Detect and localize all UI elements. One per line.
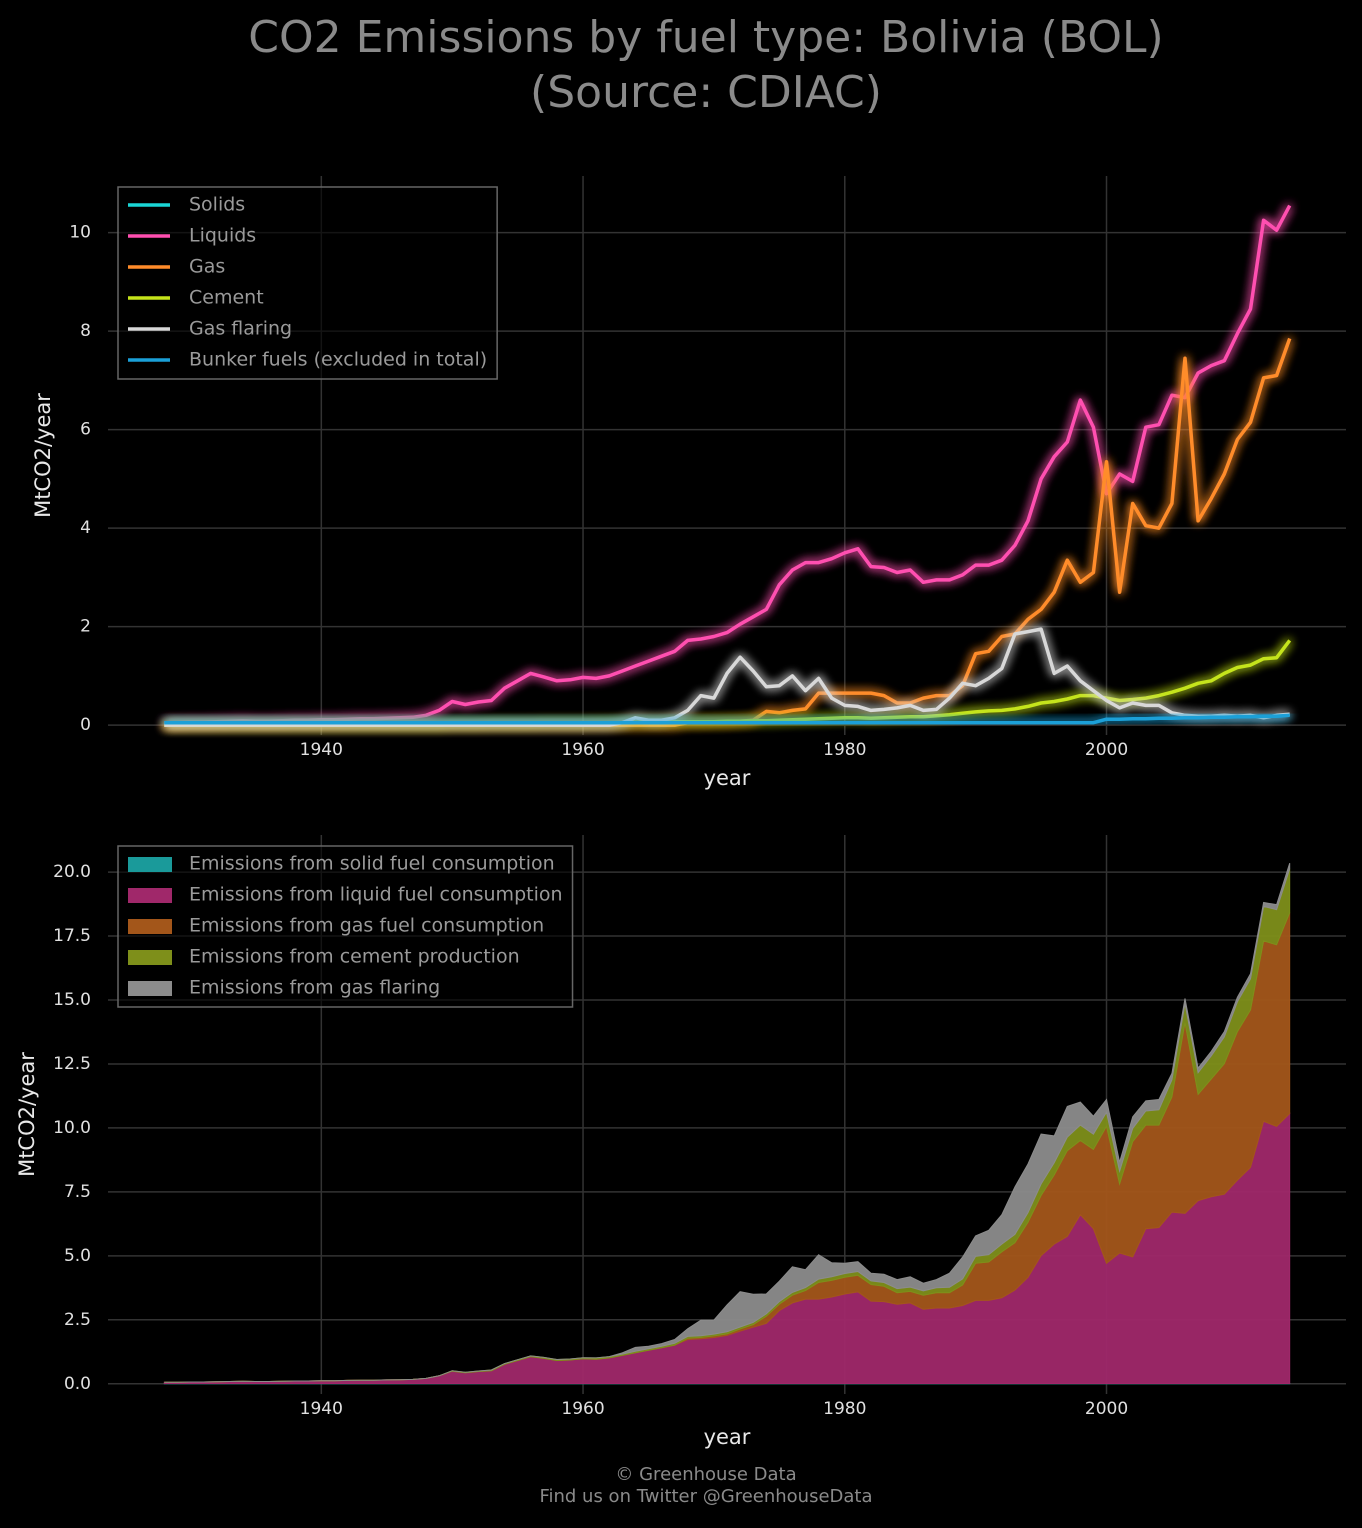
legend-swatch <box>128 981 172 996</box>
y-tick-label: 17.5 <box>53 926 91 946</box>
legend-label: Gas flaring <box>189 318 292 340</box>
legend-label: Gas <box>189 256 225 278</box>
y-tick-label: 0.0 <box>64 1374 91 1394</box>
x-tick-label: 1960 <box>561 740 604 760</box>
x-tick-label: 2000 <box>1085 740 1128 760</box>
x-tick-label: 1940 <box>300 1399 343 1419</box>
legend-label: Emissions from gas flaring <box>189 977 440 999</box>
footer-line: Find us on Twitter @GreenhouseData <box>539 1486 872 1507</box>
x-tick-label: 1940 <box>300 740 343 760</box>
y-tick-label: 6 <box>80 420 91 440</box>
title-line: (Source: CDIAC) <box>530 67 882 118</box>
y-axis-label: MtCO2/year <box>15 1052 39 1177</box>
y-tick-label: 0 <box>80 715 91 735</box>
y-axis-label: MtCO2/year <box>31 393 55 518</box>
legend-swatch <box>128 950 172 965</box>
series-line <box>164 339 1289 726</box>
x-axis-label: year <box>704 1425 751 1449</box>
y-tick-label: 12.5 <box>53 1054 91 1074</box>
legend-label: Solids <box>189 194 245 216</box>
legend-label: Emissions from liquid fuel consumption <box>189 884 563 906</box>
y-tick-label: 8 <box>80 321 91 341</box>
y-tick-label: 5.0 <box>64 1246 91 1266</box>
y-tick-label: 20.0 <box>53 862 91 882</box>
legend-label: Liquids <box>189 225 256 247</box>
y-tick-label: 2 <box>80 617 91 637</box>
y-tick-label: 7.5 <box>64 1182 91 1202</box>
y-tick-label: 4 <box>80 518 91 538</box>
series-line <box>164 629 1289 725</box>
x-tick-label: 1960 <box>561 1399 604 1419</box>
y-tick-label: 2.5 <box>64 1310 91 1330</box>
legend-label: Emissions from gas fuel consumption <box>189 915 544 937</box>
y-tick-label: 10 <box>69 223 91 243</box>
legend-swatch <box>128 888 172 903</box>
legend-swatch <box>128 919 172 934</box>
legend-label: Cement <box>189 287 264 309</box>
y-tick-label: 10.0 <box>53 1118 91 1138</box>
series-line <box>164 640 1289 725</box>
x-tick-label: 1980 <box>823 1399 866 1419</box>
legend-label: Emissions from solid fuel consumption <box>189 853 555 875</box>
x-tick-label: 2000 <box>1085 1399 1128 1419</box>
y-tick-label: 15.0 <box>53 990 91 1010</box>
footer-line: © Greenhouse Data <box>615 1464 796 1485</box>
x-tick-label: 1980 <box>823 740 866 760</box>
legend-swatch <box>128 857 172 872</box>
legend-label: Emissions from cement production <box>189 946 520 968</box>
title-line: CO2 Emissions by fuel type: Bolivia (BOL… <box>248 12 1163 63</box>
legend-label: Bunker fuels (excluded in total) <box>189 349 487 371</box>
x-axis-label: year <box>704 766 751 790</box>
